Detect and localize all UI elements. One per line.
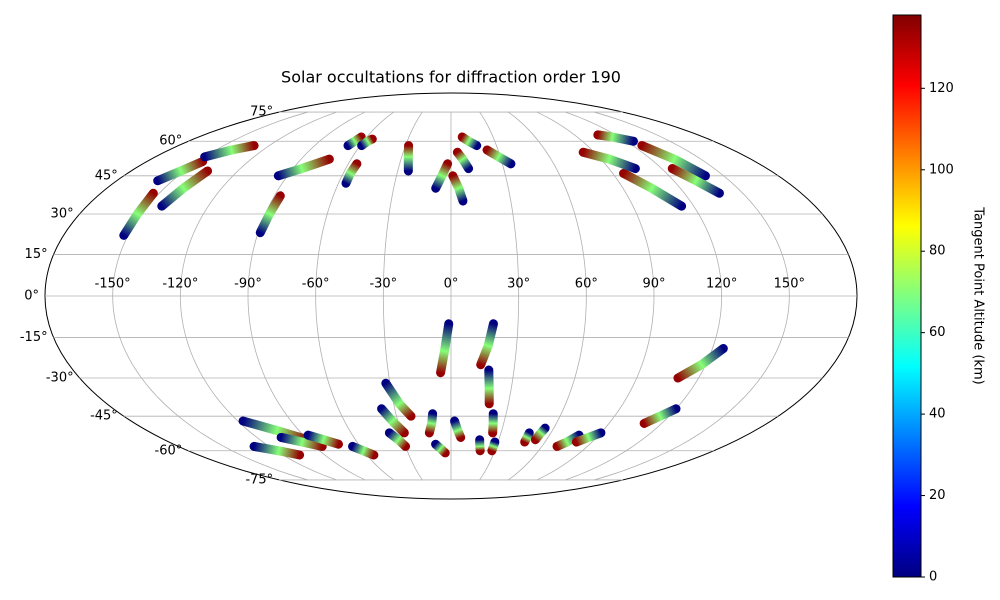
x-tick-label: -90° <box>234 277 262 292</box>
occultation-track <box>476 319 498 370</box>
y-tick-label: 30° <box>51 206 74 221</box>
y-tick-label: 15° <box>25 247 48 262</box>
occultation-track <box>457 132 482 151</box>
y-tick-label: 45° <box>95 168 118 183</box>
colorbar-tick-label: 60 <box>929 325 946 340</box>
occultation-track <box>571 428 606 447</box>
occultation-track <box>452 147 474 174</box>
occultation-track <box>552 430 584 451</box>
occultation-track <box>431 159 453 193</box>
y-tick-label: 75° <box>250 105 273 120</box>
occultation-track <box>436 319 454 378</box>
x-tick-label: 60° <box>575 277 598 292</box>
colorbar-tick-label: 0 <box>929 570 937 585</box>
y-tick-label: -45° <box>90 409 118 424</box>
grid-line <box>508 111 587 481</box>
y-tick-label: -60° <box>155 443 183 458</box>
x-tick-label: 0° <box>444 277 459 292</box>
x-tick-label: -150° <box>95 277 131 292</box>
occultation-track <box>431 439 450 458</box>
occultation-track <box>673 344 728 383</box>
occultation-track <box>273 154 334 181</box>
y-tick-label: -75° <box>245 472 273 487</box>
occultation-track <box>424 409 438 438</box>
grid-line <box>247 111 366 481</box>
occultation-track <box>667 164 724 198</box>
occultation-track <box>303 430 343 449</box>
occultation-track <box>487 437 500 456</box>
occultation-track <box>639 404 681 428</box>
occultation-track <box>249 441 305 460</box>
occultation-track <box>276 432 327 451</box>
occultation-track <box>593 130 638 146</box>
occultation-track <box>255 191 285 238</box>
x-tick-label: -60° <box>302 277 330 292</box>
occultation-track <box>341 159 362 188</box>
occultation-track <box>637 141 710 181</box>
y-tick-label: -30° <box>46 371 74 386</box>
colorbar-tick-label: 40 <box>929 407 946 422</box>
occultation-track <box>343 132 366 151</box>
occultation-track <box>530 423 550 445</box>
colorbar-tick-label: 80 <box>929 244 946 259</box>
occultation-track <box>357 134 377 151</box>
occultation-track <box>619 168 687 211</box>
occultation-track <box>384 428 411 451</box>
y-tick-label: 60° <box>159 134 182 149</box>
colorbar-label: Tangent Point Altitude (km) <box>971 206 986 384</box>
colorbar <box>892 14 922 578</box>
y-tick-label: 0° <box>24 289 39 304</box>
occultation-track <box>200 141 259 162</box>
occultation-track <box>450 416 466 442</box>
occultation-track <box>578 147 640 174</box>
chart-title: Solar occultations for diffraction order… <box>281 68 621 87</box>
x-tick-label: 30° <box>507 277 530 292</box>
x-tick-label: 150° <box>774 277 805 292</box>
occultation-track <box>448 171 468 206</box>
colorbar-tick-label: 20 <box>929 488 946 503</box>
occultation-track <box>381 378 416 421</box>
grid-line <box>179 111 337 481</box>
occultation-track <box>119 188 158 240</box>
x-tick-label: 90° <box>642 277 665 292</box>
occultation-track <box>153 156 208 186</box>
x-tick-label: -120° <box>162 277 198 292</box>
x-tick-label: 120° <box>706 277 737 292</box>
occultation-track <box>157 166 213 211</box>
grid-line <box>315 111 394 481</box>
grid-line <box>565 111 723 481</box>
occultation-track <box>377 404 409 438</box>
colorbar-tick-label: 120 <box>929 81 954 96</box>
x-tick-label: -30° <box>369 277 397 292</box>
occultation-track <box>348 441 379 460</box>
occultation-track <box>520 428 534 447</box>
grid-line <box>594 111 790 481</box>
grid-line <box>536 111 655 481</box>
occultation-track <box>475 435 485 456</box>
colorbar-tick-label: 100 <box>929 162 954 177</box>
y-tick-label: -15° <box>20 330 48 345</box>
occultation-track <box>488 409 498 438</box>
occultation-track <box>482 145 516 169</box>
